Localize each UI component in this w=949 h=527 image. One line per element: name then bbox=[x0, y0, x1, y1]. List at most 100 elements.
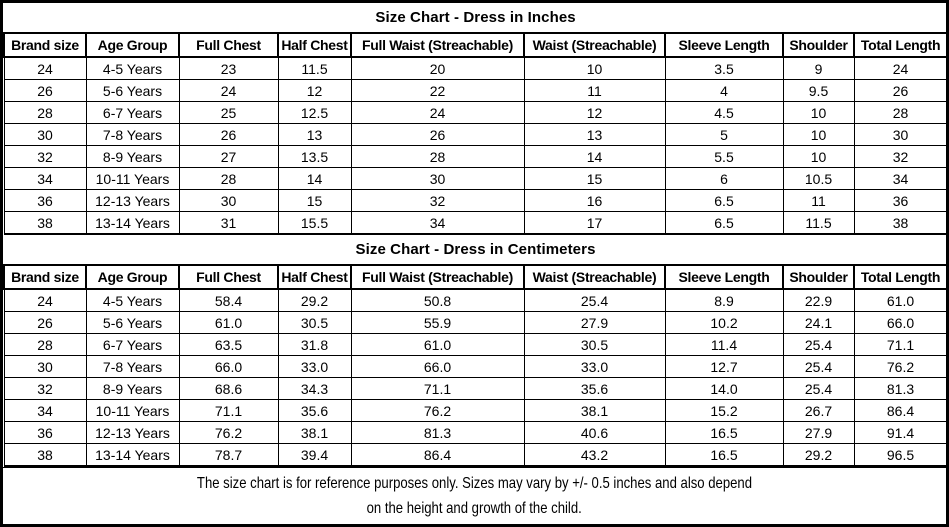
table-cell: 5 bbox=[664, 123, 784, 146]
table-row: 28 6-7 Years 63.5 31.8 61.0 30.5 11.4 25.4 71.1 bbox=[3, 333, 948, 356]
column-header: Full Waist (Streachable) bbox=[350, 264, 525, 290]
footer-line-1: The size chart is for reference purposes… bbox=[196, 475, 753, 492]
column-header: Brand size bbox=[3, 264, 87, 290]
table-cell: 30.5 bbox=[523, 333, 666, 356]
table-cell: 4-5 Years bbox=[85, 56, 180, 80]
table-cell: 40.6 bbox=[523, 421, 666, 444]
size-chart-table-inches: Size Chart - Dress in Inches Brand size A… bbox=[3, 3, 949, 235]
table-cell: 14 bbox=[523, 145, 666, 168]
table-row: 28 6-7 Years 25 12.5 24 12 4.5 10 28 bbox=[3, 101, 948, 124]
table-cell: 3.5 bbox=[664, 56, 784, 80]
table-cell: 11.4 bbox=[664, 333, 784, 356]
table-cell: 8.9 bbox=[664, 288, 784, 312]
table-cell: 8-9 Years bbox=[85, 377, 180, 400]
table-cell: 26 bbox=[178, 123, 279, 146]
table-cell: 66.0 bbox=[178, 355, 279, 378]
table-body-inches: 24 4-5 Years 23 11.5 20 10 3.5 9 24 26 5-6 Years 24… bbox=[3, 56, 948, 235]
table-cell: 25.4 bbox=[782, 333, 855, 356]
column-header: Sleeve Length bbox=[664, 32, 784, 58]
column-header: Sleeve Length bbox=[664, 264, 784, 290]
table-cell: 33.0 bbox=[277, 355, 352, 378]
table-cell: 26 bbox=[853, 79, 948, 102]
table-cell: 11.5 bbox=[782, 211, 855, 235]
column-header: Brand size bbox=[3, 32, 87, 58]
column-header: Full Waist (Streachable) bbox=[350, 32, 525, 58]
table-cell: 10.2 bbox=[664, 311, 784, 334]
table-row: 26 5-6 Years 24 12 22 11 4 9.5 26 bbox=[3, 79, 948, 102]
column-header: Shoulder bbox=[782, 264, 855, 290]
table-cell: 6.5 bbox=[664, 189, 784, 212]
table-cell: 28 bbox=[3, 333, 87, 356]
column-header: Age Group bbox=[85, 264, 180, 290]
table-row: 30 7-8 Years 66.0 33.0 66.0 33.0 12.7 25.4 76.2 bbox=[3, 355, 948, 378]
table-cell: 24 bbox=[350, 101, 525, 124]
table-cell: 27 bbox=[178, 145, 279, 168]
table-cell: 4.5 bbox=[664, 101, 784, 124]
table-row: 32 8-9 Years 68.6 34.3 71.1 35.6 14.0 25.4 81.3 bbox=[3, 377, 948, 400]
column-header: Half Chest bbox=[277, 264, 352, 290]
table-cell: 12-13 Years bbox=[85, 421, 180, 444]
table-cell: 7-8 Years bbox=[85, 123, 180, 146]
column-header: Age Group bbox=[85, 32, 180, 58]
table-cell: 30 bbox=[3, 355, 87, 378]
table-cell: 25.4 bbox=[782, 355, 855, 378]
table-cell: 13 bbox=[277, 123, 352, 146]
table-cell: 29.2 bbox=[782, 443, 855, 467]
table-cell: 22 bbox=[350, 79, 525, 102]
table-cell: 13.5 bbox=[277, 145, 352, 168]
table-cell: 32 bbox=[350, 189, 525, 212]
table-cell: 15.2 bbox=[664, 399, 784, 422]
table-cell: 26 bbox=[3, 79, 87, 102]
table-cell: 8-9 Years bbox=[85, 145, 180, 168]
table-row: 36 12-13 Years 76.2 38.1 81.3 40.6 16.5 27.9 91.… bbox=[3, 421, 948, 444]
table-cell: 25 bbox=[178, 101, 279, 124]
table-row: 38 13-14 Years 78.7 39.4 86.4 43.2 16.5 29.2 96.… bbox=[3, 443, 948, 467]
table-cell: 78.7 bbox=[178, 443, 279, 467]
table-cell: 29.2 bbox=[277, 288, 352, 312]
table-cell: 36 bbox=[3, 189, 87, 212]
table-cell: 12.7 bbox=[664, 355, 784, 378]
column-header: Waist (Streachable) bbox=[523, 264, 666, 290]
table-cell: 16 bbox=[523, 189, 666, 212]
table-cell: 27.9 bbox=[782, 421, 855, 444]
table-cell: 26 bbox=[350, 123, 525, 146]
table-cell: 17 bbox=[523, 211, 666, 235]
table-cell: 76.2 bbox=[853, 355, 948, 378]
table-cell: 38 bbox=[3, 211, 87, 235]
table-cell: 81.3 bbox=[853, 377, 948, 400]
table-cell: 25.4 bbox=[523, 288, 666, 312]
table-cell: 34.3 bbox=[277, 377, 352, 400]
table-cell: 58.4 bbox=[178, 288, 279, 312]
table-cell: 6 bbox=[664, 167, 784, 190]
table-cell: 30 bbox=[3, 123, 87, 146]
column-header: Total Length bbox=[852, 32, 949, 58]
table-cell: 38.1 bbox=[277, 421, 352, 444]
table-cell: 30 bbox=[853, 123, 948, 146]
table-cell: 14.0 bbox=[664, 377, 784, 400]
table-cell: 13-14 Years bbox=[85, 443, 180, 467]
table-cell: 15.5 bbox=[277, 211, 352, 235]
table-cell: 12-13 Years bbox=[85, 189, 180, 212]
table-cell: 10.5 bbox=[782, 167, 855, 190]
column-header: Half Chest bbox=[277, 32, 352, 58]
table-title-row: Size Chart - Dress in Centimeters bbox=[4, 235, 947, 266]
table-cell: 30.5 bbox=[277, 311, 352, 334]
table-cell: 36 bbox=[853, 189, 948, 212]
table-cell: 28 bbox=[350, 145, 525, 168]
table-row: 30 7-8 Years 26 13 26 13 5 10 30 bbox=[3, 123, 948, 146]
table-cell: 39.4 bbox=[277, 443, 352, 467]
table-cell: 12 bbox=[277, 79, 352, 102]
table-cell: 76.2 bbox=[350, 399, 525, 422]
table-cell: 10 bbox=[523, 56, 666, 80]
table-row: 34 10-11 Years 71.1 35.6 76.2 38.1 15.2 26.7 86.… bbox=[3, 399, 948, 422]
table-cell: 30 bbox=[350, 167, 525, 190]
column-header: Waist (Streachable) bbox=[523, 32, 666, 58]
size-chart-table-centimeters: Size Chart - Dress in Centimeters Brand … bbox=[3, 235, 948, 467]
table-cell: 32 bbox=[3, 377, 87, 400]
table-cell: 10 bbox=[782, 101, 855, 124]
table-cell: 12.5 bbox=[277, 101, 352, 124]
table-cell: 6.5 bbox=[664, 211, 784, 235]
table-cell: 9.5 bbox=[782, 79, 855, 102]
table-cell: 31 bbox=[178, 211, 279, 235]
